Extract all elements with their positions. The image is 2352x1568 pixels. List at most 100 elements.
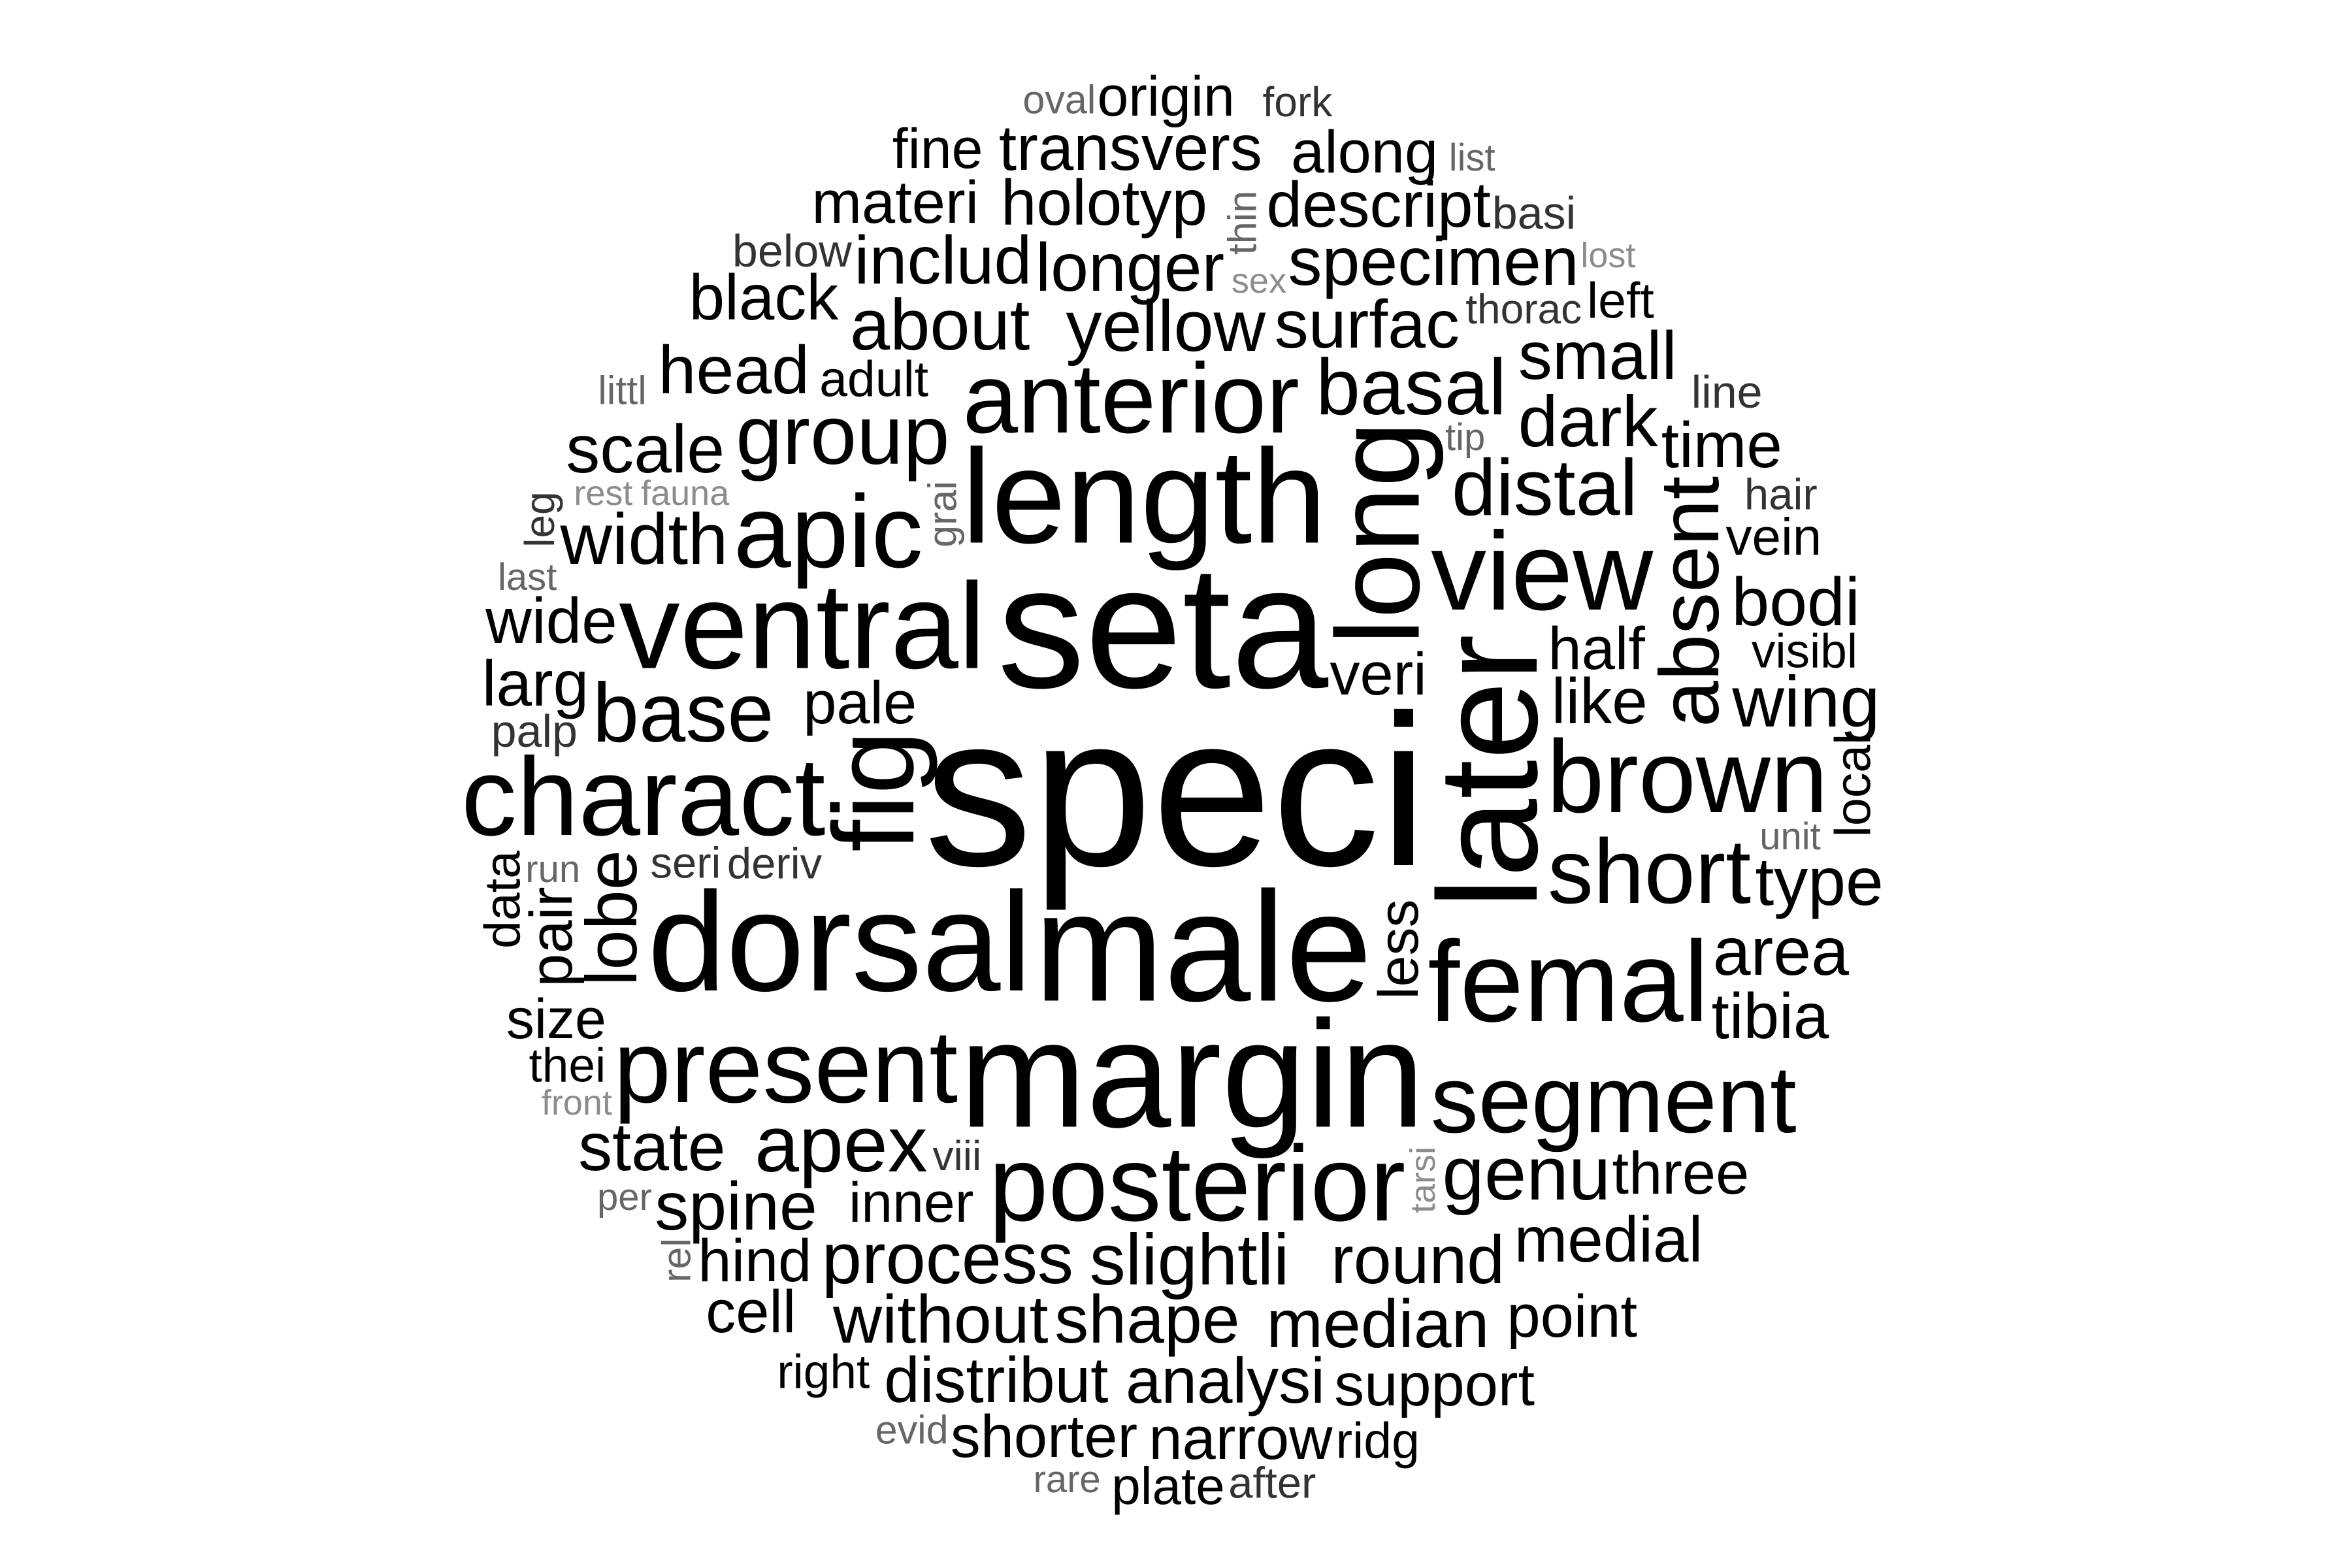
- cloud-word: median: [1266, 1286, 1490, 1362]
- cloud-word: less: [1367, 899, 1431, 1000]
- cloud-word: ventral: [619, 557, 986, 694]
- cloud-word: data: [474, 850, 531, 949]
- cloud-word: materi: [811, 169, 979, 236]
- cloud-word: vein: [1725, 508, 1822, 566]
- cloud-word: tibia: [1711, 979, 1829, 1052]
- cloud-word: area: [1712, 914, 1849, 990]
- cloud-word: base: [592, 666, 774, 760]
- cloud-word: tarsi: [1403, 1147, 1443, 1214]
- cloud-word: ridg: [1335, 1413, 1420, 1469]
- cloud-word: basal: [1316, 342, 1507, 431]
- cloud-word: bodi: [1731, 564, 1860, 641]
- cloud-word: shorter: [950, 1403, 1138, 1471]
- cloud-word: fauna: [641, 474, 730, 514]
- cloud-word: dorsal: [647, 862, 1032, 1021]
- cloud-word: without: [832, 1282, 1049, 1358]
- cloud-word: rest: [574, 474, 633, 514]
- cloud-word: evid: [875, 1407, 949, 1452]
- cloud-word: last: [497, 555, 557, 598]
- cloud-word: distribut: [884, 1343, 1109, 1416]
- cloud-word: later: [1408, 634, 1567, 909]
- cloud-word: fine: [892, 117, 983, 180]
- cloud-word: specimen: [1288, 224, 1579, 301]
- cloud-word: absent: [1642, 476, 1737, 727]
- cloud-word: state: [578, 1109, 726, 1185]
- cloud-word: point: [1507, 1283, 1638, 1350]
- cloud-word: lost: [1580, 236, 1636, 276]
- cloud-word: segment: [1430, 1045, 1797, 1152]
- cloud-word: rare: [1033, 1458, 1101, 1501]
- cloud-word: local: [1825, 733, 1882, 837]
- cloud-word: adult: [819, 351, 929, 408]
- cloud-word: time: [1661, 408, 1782, 481]
- cloud-word: support: [1334, 1352, 1535, 1419]
- cloud-word: short: [1547, 819, 1752, 923]
- cloud-word: surfac: [1274, 286, 1460, 363]
- cloud-word: deriv: [727, 839, 823, 889]
- cloud-word: viii: [932, 1132, 982, 1180]
- cloud-word: left: [1587, 272, 1654, 329]
- cloud-word: spine: [655, 1168, 817, 1245]
- cloud-word: black: [689, 261, 839, 334]
- cloud-word: line: [1691, 366, 1763, 417]
- cloud-word: brown: [1546, 719, 1828, 835]
- cloud-word: sex: [1231, 261, 1286, 301]
- cloud-word: list: [1448, 137, 1495, 180]
- cloud-word: hind: [698, 1227, 812, 1294]
- cloud-word: fork: [1262, 78, 1333, 125]
- cloud-word: group: [736, 389, 950, 483]
- cloud-word: rel: [654, 1238, 699, 1282]
- cloud-word: pale: [803, 670, 917, 737]
- cloud-word: male: [1034, 859, 1373, 1034]
- cloud-word: length: [961, 421, 1327, 572]
- cloud-word: larg: [482, 647, 589, 720]
- cloud-word: narrow: [1149, 1405, 1333, 1472]
- cloud-word: dark: [1518, 382, 1658, 463]
- cloud-word: unit: [1759, 815, 1821, 858]
- cloud-word: descript: [1266, 169, 1491, 241]
- cloud-word: half: [1548, 615, 1645, 682]
- cloud-word: includ: [854, 222, 1032, 299]
- cloud-word: analysi: [1125, 1344, 1326, 1416]
- cloud-word: speci: [924, 670, 1428, 911]
- cloud-word: below: [732, 225, 852, 276]
- cloud-word: present: [613, 1009, 958, 1124]
- cloud-word: hair: [1744, 470, 1818, 519]
- cloud-word: tip: [1445, 416, 1486, 459]
- cloud-word: seta: [997, 529, 1329, 725]
- cloud-word: size: [506, 988, 606, 1051]
- cloud-word: femal: [1428, 918, 1709, 1047]
- cloud-word: type: [1755, 844, 1884, 921]
- cloud-word: plate: [1111, 1457, 1225, 1516]
- cloud-word: right: [777, 1345, 870, 1399]
- cloud-word: genu: [1442, 1131, 1611, 1217]
- cloud-word: apic: [733, 474, 923, 589]
- cloud-word: basi: [1492, 188, 1576, 239]
- cloud-word: scale: [566, 411, 725, 487]
- cloud-word: visibl: [1751, 625, 1858, 678]
- cloud-word: slightli: [1089, 1219, 1290, 1300]
- cloud-word: distal: [1451, 443, 1638, 532]
- cloud-word: lobe: [572, 849, 652, 986]
- cloud-word: grai: [920, 481, 965, 547]
- cloud-word: oval: [1022, 77, 1096, 122]
- cloud-word: small: [1518, 318, 1677, 394]
- cloud-word: about: [850, 285, 1030, 366]
- cloud-word: thin: [1220, 190, 1265, 255]
- cloud-word: littl: [598, 368, 647, 413]
- cloud-word: like: [1551, 664, 1648, 737]
- cloud-word: veri: [1330, 640, 1427, 708]
- cloud-word: origin: [1097, 65, 1235, 129]
- cloud-word: run: [525, 847, 581, 890]
- cloud-word: anterior: [962, 343, 1299, 455]
- cloud-word: thei: [529, 1039, 606, 1092]
- cloud-word: yellow: [1066, 286, 1266, 367]
- cloud-word: medial: [1514, 1203, 1703, 1275]
- cloud-word: leg: [516, 491, 564, 548]
- cloud-word: per: [597, 1176, 652, 1219]
- cloud-word: apex: [755, 1099, 928, 1188]
- cloud-word: round: [1331, 1222, 1505, 1298]
- cloud-word: front: [541, 1083, 612, 1122]
- cloud-word: along: [1291, 118, 1439, 186]
- cloud-word: head: [658, 333, 810, 409]
